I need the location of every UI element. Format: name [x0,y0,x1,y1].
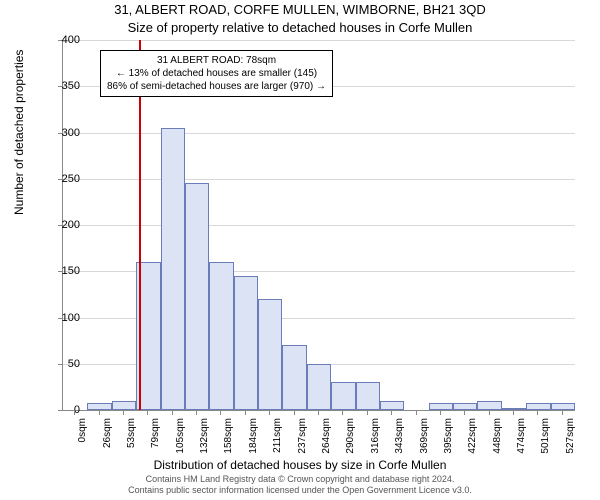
xtick-label: 132sqm [199,418,210,454]
xtick-label: 158sqm [223,418,234,454]
histogram-bar [307,364,331,410]
xtick-mark [489,410,490,415]
xtick-label: 0sqm [77,418,88,442]
footer-line-1: Contains HM Land Registry data © Crown c… [0,474,600,485]
xtick-mark [196,410,197,415]
xtick-label: 26sqm [102,418,113,448]
xtick-mark [269,410,270,415]
histogram-bar [477,401,501,410]
histogram-bar [185,183,209,410]
xtick-mark [537,410,538,415]
xtick-label: 343sqm [394,418,405,454]
xtick-mark [74,410,75,415]
histogram-bar [380,401,404,410]
xtick-label: 448sqm [492,418,503,454]
chart-title-main: 31, ALBERT ROAD, CORFE MULLEN, WIMBORNE,… [0,2,600,17]
xtick-label: 105sqm [175,418,186,454]
xtick-mark [367,410,368,415]
annotation-line-3: 86% of semi-detached houses are larger (… [107,80,326,93]
histogram-bar [331,382,355,410]
ytick-label: 350 [50,80,80,92]
histogram-bar [87,403,111,410]
annotation-line-1: 31 ALBERT ROAD: 78sqm [107,54,326,67]
xtick-mark [318,410,319,415]
xtick-label: 527sqm [565,418,576,454]
footer: Contains HM Land Registry data © Crown c… [0,474,600,496]
xtick-label: 501sqm [540,418,551,454]
xtick-mark [123,410,124,415]
ytick-label: 50 [50,358,80,370]
histogram-bar [112,401,136,410]
xtick-mark [562,410,563,415]
xtick-label: 184sqm [248,418,259,454]
xtick-label: 237sqm [297,418,308,454]
xtick-mark [464,410,465,415]
xtick-label: 290sqm [345,418,356,454]
ytick-label: 200 [50,219,80,231]
chart-title-sub: Size of property relative to detached ho… [0,20,600,35]
xtick-mark [513,410,514,415]
xtick-label: 53sqm [126,418,137,448]
histogram-bar [161,128,185,410]
xtick-mark [220,410,221,415]
ytick-label: 400 [50,34,80,46]
xtick-label: 264sqm [321,418,332,454]
histogram-bar [282,345,306,410]
xtick-label: 422sqm [467,418,478,454]
ytick-label: 100 [50,312,80,324]
xtick-label: 211sqm [272,418,283,453]
histogram-bar [258,299,282,410]
histogram-bar [356,382,380,410]
histogram-bar [551,403,575,410]
ytick-label: 0 [50,404,80,416]
chart-container: 31, ALBERT ROAD, CORFE MULLEN, WIMBORNE,… [0,0,600,500]
xtick-mark [391,410,392,415]
histogram-bar [453,403,477,410]
xtick-mark [416,410,417,415]
footer-line-2: Contains public sector information licen… [0,485,600,496]
annotation-line-2: ← 13% of detached houses are smaller (14… [107,67,326,80]
xtick-mark [294,410,295,415]
xtick-mark [245,410,246,415]
xtick-mark [440,410,441,415]
annotation-box: 31 ALBERT ROAD: 78sqm ← 13% of detached … [100,50,333,97]
histogram-bar [209,262,233,410]
xtick-mark [342,410,343,415]
histogram-bar [526,403,550,410]
xtick-label: 395sqm [443,418,454,454]
histogram-bar [429,403,453,410]
y-axis-label: Number of detached properties [12,50,26,215]
xtick-mark [99,410,100,415]
xtick-label: 474sqm [516,418,527,454]
x-axis-label: Distribution of detached houses by size … [0,458,600,472]
xtick-label: 369sqm [419,418,430,454]
ytick-label: 300 [50,127,80,139]
ytick-label: 150 [50,265,80,277]
xtick-label: 316sqm [370,418,381,454]
histogram-bar [234,276,258,410]
xtick-mark [147,410,148,415]
xtick-label: 79sqm [150,418,161,448]
ytick-label: 250 [50,173,80,185]
xtick-mark [172,410,173,415]
